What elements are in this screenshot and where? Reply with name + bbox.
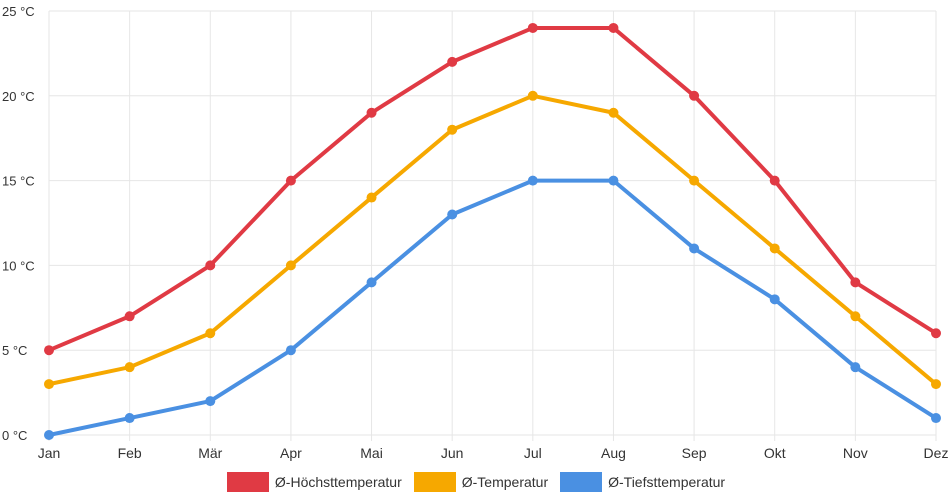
chart-legend: Ø-Höchsttemperatur Ø-Temperatur Ø-Tiefstte… [0, 472, 952, 492]
data-point[interactable] [769, 294, 780, 305]
series-group [44, 90, 941, 390]
x-tick-label: Mai [360, 445, 383, 461]
data-point[interactable] [205, 328, 216, 339]
y-tick-label: 25 °C [2, 4, 35, 19]
x-tick-label: Aug [601, 445, 626, 461]
grid-layer [48, 10, 937, 441]
series-line [47, 93, 938, 387]
y-tick-label: 0 °C [2, 428, 27, 443]
x-tick-label: Okt [764, 445, 786, 461]
data-point[interactable] [366, 277, 377, 288]
data-point[interactable] [124, 311, 135, 322]
chart-plot: 0 °C 5 °C 10 °C 15 °C 20 °C 25 °C Jan Feb Mär Ap… [2, 4, 949, 461]
legend-swatch [226, 472, 269, 492]
data-point[interactable] [689, 90, 700, 101]
data-point[interactable] [205, 396, 216, 407]
series-group [44, 22, 941, 356]
data-point[interactable] [850, 311, 861, 322]
y-tick-label: 15 °C [2, 174, 35, 189]
data-point[interactable] [44, 345, 54, 356]
data-point[interactable] [205, 260, 216, 271]
series-layer [44, 22, 941, 440]
y-tick-label: 5 °C [2, 343, 27, 358]
x-tick-label: Apr [280, 445, 302, 461]
data-point[interactable] [285, 175, 296, 186]
data-point[interactable] [124, 413, 135, 424]
data-point[interactable] [285, 260, 296, 271]
data-point[interactable] [366, 107, 377, 118]
data-point[interactable] [689, 175, 700, 186]
x-tick-label: Mär [198, 445, 222, 461]
y-tick-label: 20 °C [2, 89, 35, 104]
x-tick-label: Jan [38, 445, 61, 461]
legend-swatch [413, 472, 456, 492]
series-line [47, 25, 938, 353]
y-tick-label: 10 °C [2, 258, 35, 273]
data-point[interactable] [608, 22, 619, 33]
x-tick-label: Feb [118, 445, 142, 461]
x-tick-label: Nov [843, 445, 868, 461]
data-point[interactable] [447, 56, 458, 67]
x-tick-label: Jul [524, 445, 542, 461]
data-point[interactable] [931, 413, 941, 424]
data-point[interactable] [689, 243, 700, 254]
data-point[interactable] [447, 209, 458, 220]
data-point[interactable] [447, 124, 458, 135]
data-point[interactable] [608, 175, 619, 186]
x-axis-ticks: Jan Feb Mär Apr Mai Jun Jul Aug Sep Okt Nov Dez [38, 445, 949, 461]
data-point[interactable] [931, 379, 941, 390]
data-point[interactable] [931, 328, 941, 339]
legend-item[interactable]: Ø-Höchsttemperatur [226, 472, 402, 492]
data-point[interactable] [769, 175, 780, 186]
x-tick-label: Jun [441, 445, 464, 461]
data-point[interactable] [44, 379, 54, 390]
data-point[interactable] [527, 175, 538, 186]
data-point[interactable] [124, 362, 135, 373]
data-point[interactable] [608, 107, 619, 118]
data-point[interactable] [44, 430, 54, 440]
legend-item[interactable]: Ø-Temperatur [413, 472, 549, 492]
data-point[interactable] [850, 362, 861, 373]
legend-label: Ø-Temperatur [461, 474, 549, 490]
legend-item[interactable]: Ø-Tiefsttemperatur [560, 472, 725, 492]
legend-label: Ø-Höchsttemperatur [274, 474, 402, 490]
data-point[interactable] [527, 22, 538, 33]
y-axis-ticks: 0 °C 5 °C 10 °C 15 °C 20 °C 25 °C [2, 4, 35, 443]
data-point[interactable] [769, 243, 780, 254]
data-point[interactable] [850, 277, 861, 288]
x-tick-label: Dez [924, 445, 949, 461]
series-line [47, 178, 938, 437]
data-point[interactable] [285, 345, 296, 356]
data-point[interactable] [527, 90, 538, 101]
x-tick-label: Sep [682, 445, 707, 461]
legend-label: Ø-Tiefsttemperatur [608, 474, 726, 490]
legend-swatch [560, 472, 603, 492]
series-group [44, 175, 941, 440]
data-point[interactable] [366, 192, 377, 203]
